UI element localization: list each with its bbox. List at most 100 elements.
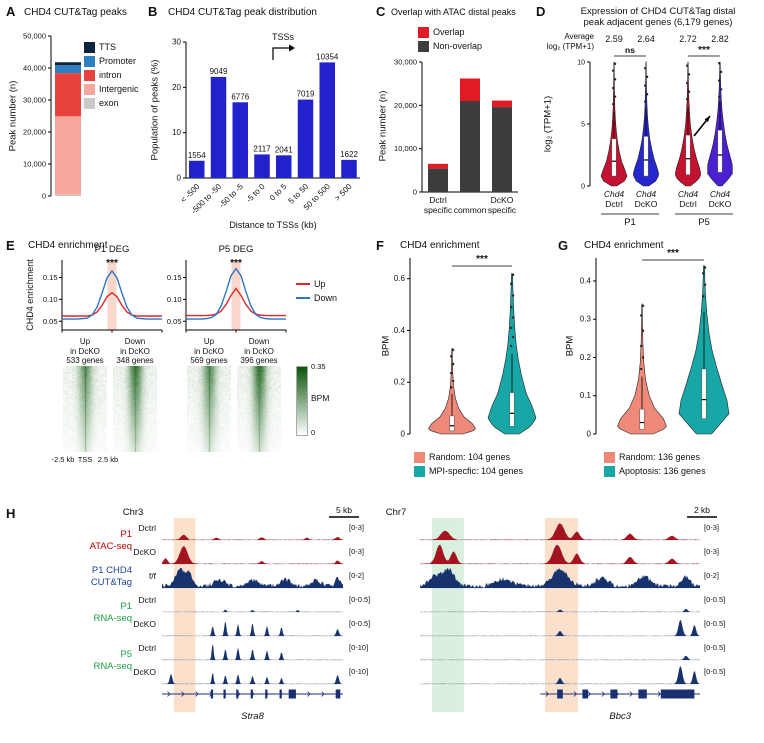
box (639, 408, 645, 430)
outlier-dot (640, 367, 643, 371)
colorbar-max-label: 0.35 (311, 362, 326, 371)
legend-swatch (84, 69, 95, 81)
y-tick-label: 30,000 (394, 58, 417, 67)
panel-g: G CHD4 enrichment BPM 0 0.1 0.2 0.3 0.4 *** R… (556, 238, 760, 500)
legend-item: Promoter (84, 54, 139, 68)
sample-label: f/f (148, 571, 156, 581)
heatmap-label-line: Up (203, 337, 215, 346)
panel-g-legend: Random: 136 genes Apoptosis: 136 genes (604, 450, 706, 478)
panel-h-genome-browser: Chr3 5 kb Chr7 2 kb [0-3] [0-3] [0-3] [0-3] [0-2… (123, 505, 726, 722)
profile-line-up (186, 287, 286, 317)
sample-label: DcKO (133, 667, 156, 677)
y-tick-label: 10 (172, 128, 181, 137)
x-violin-label-line1: Chd4 (710, 189, 731, 199)
y-tick-label: 30,000 (23, 96, 46, 105)
legend-item: Intergenic (84, 82, 139, 96)
outlier-dot (510, 326, 513, 330)
outlier-dot (451, 362, 455, 366)
panel-b-label: B (148, 4, 158, 19)
track-signal (420, 544, 700, 564)
track-group-label-line: P1 CHD4 (91, 565, 132, 576)
legend-label: MPI-specfic: 104 genes (429, 466, 524, 476)
significance: *** (476, 254, 488, 265)
y-tick-label: 0.1 (580, 391, 592, 400)
significance: *** (698, 45, 710, 56)
track-signal (420, 608, 700, 612)
exon (638, 689, 647, 699)
outlier-dot (641, 356, 645, 359)
bar (232, 102, 248, 178)
bar (297, 99, 314, 178)
y-tick-label: 0.4 (580, 276, 592, 285)
panel-d-average-label: Average log₂ (TPM+1) (534, 32, 594, 52)
track-scale-range: [0-3] (349, 523, 364, 532)
track-signal (420, 666, 700, 684)
y-tick-label: 0.05 (43, 317, 58, 326)
x-violin-label-line2: DcKO (635, 199, 658, 209)
legend-swatch (604, 465, 615, 477)
y-tick-label: 0.05 (167, 317, 182, 326)
track-scale-range: [0-0.5] (349, 595, 370, 604)
heatmap-label-line: in DcKO (70, 346, 100, 356)
outlier-dot (687, 90, 691, 93)
bar-segment (460, 78, 480, 101)
x-category-label: common (454, 205, 487, 215)
x-violin-label-line2: DcKO (709, 199, 732, 209)
outlier-dot (450, 386, 453, 389)
panel-h: H Chr3 5 kb Chr7 2 kb [0-3] [0-3] [0-3] [0-3] [0… (0, 504, 764, 743)
strand-arrow (601, 691, 605, 697)
track-group-label-line: ATAC-seq (89, 540, 132, 552)
y-tick-label: 10,000 (23, 160, 46, 169)
heatmap-label-line: Down (124, 337, 146, 346)
bar (341, 159, 357, 178)
heatmap-2 (187, 366, 231, 452)
outlier-dot (702, 272, 705, 275)
strand-arrow (307, 691, 311, 697)
highlight-band (173, 518, 196, 712)
track-signal (162, 534, 343, 540)
legend-label: Promoter (99, 56, 137, 66)
outlier-dot (718, 79, 721, 82)
outlier-dot (510, 344, 513, 348)
legend-swatch (84, 83, 95, 95)
track-scale-range: [0-0.5] (704, 595, 725, 604)
y-tick-label: 0 (177, 174, 182, 183)
track-signal (162, 568, 343, 588)
chromosome-label: Chr3 (123, 507, 144, 518)
exon (210, 689, 214, 699)
x-category-label: > 500 (333, 182, 354, 203)
track-scale-range: [0-2] (704, 571, 719, 580)
panel-c-title: Overlap with ATAC distal peaks (391, 7, 516, 17)
y-tick-label: 0.4 (394, 326, 406, 335)
panel-f-label: F (376, 238, 384, 253)
y-tick-label: 0 (401, 430, 406, 439)
gene-name: Stra8 (241, 711, 264, 722)
panel-c-legend: Overlap Non-overlap (418, 25, 482, 53)
heatmap-label-line: 569 genes (190, 356, 228, 365)
y-tick-label: 30 (172, 38, 181, 47)
strand-arrow (587, 691, 591, 697)
track-scale-range: [0-0.5] (349, 619, 370, 628)
heatmap-3 (237, 366, 281, 452)
bar-segment (428, 163, 448, 169)
outlier-dot (510, 282, 513, 286)
panel-f-legend: Random: 104 genes MPI-specfic: 104 genes (414, 450, 523, 478)
panel-c-label: C (376, 4, 386, 19)
x-violin-label-line1: Chd4 (678, 189, 699, 199)
y-tick-label: 0 (413, 188, 417, 197)
outlier-dot (511, 294, 515, 297)
strand-arrow (167, 691, 171, 697)
x-category-label: specific (424, 205, 453, 215)
exon (557, 689, 563, 699)
outlier-dot (718, 95, 721, 98)
heatmap-label-line: 533 genes (66, 356, 104, 365)
track-group-label: P1 ATAC-seq (56, 529, 132, 552)
bar-count-label: 6776 (231, 92, 249, 101)
legend-label: Random: 136 genes (619, 452, 701, 462)
bar-count-label: 7019 (297, 90, 315, 99)
track-signal (162, 609, 343, 612)
profile-title: P5 DEG (219, 244, 254, 255)
strand-arrow (629, 691, 633, 697)
